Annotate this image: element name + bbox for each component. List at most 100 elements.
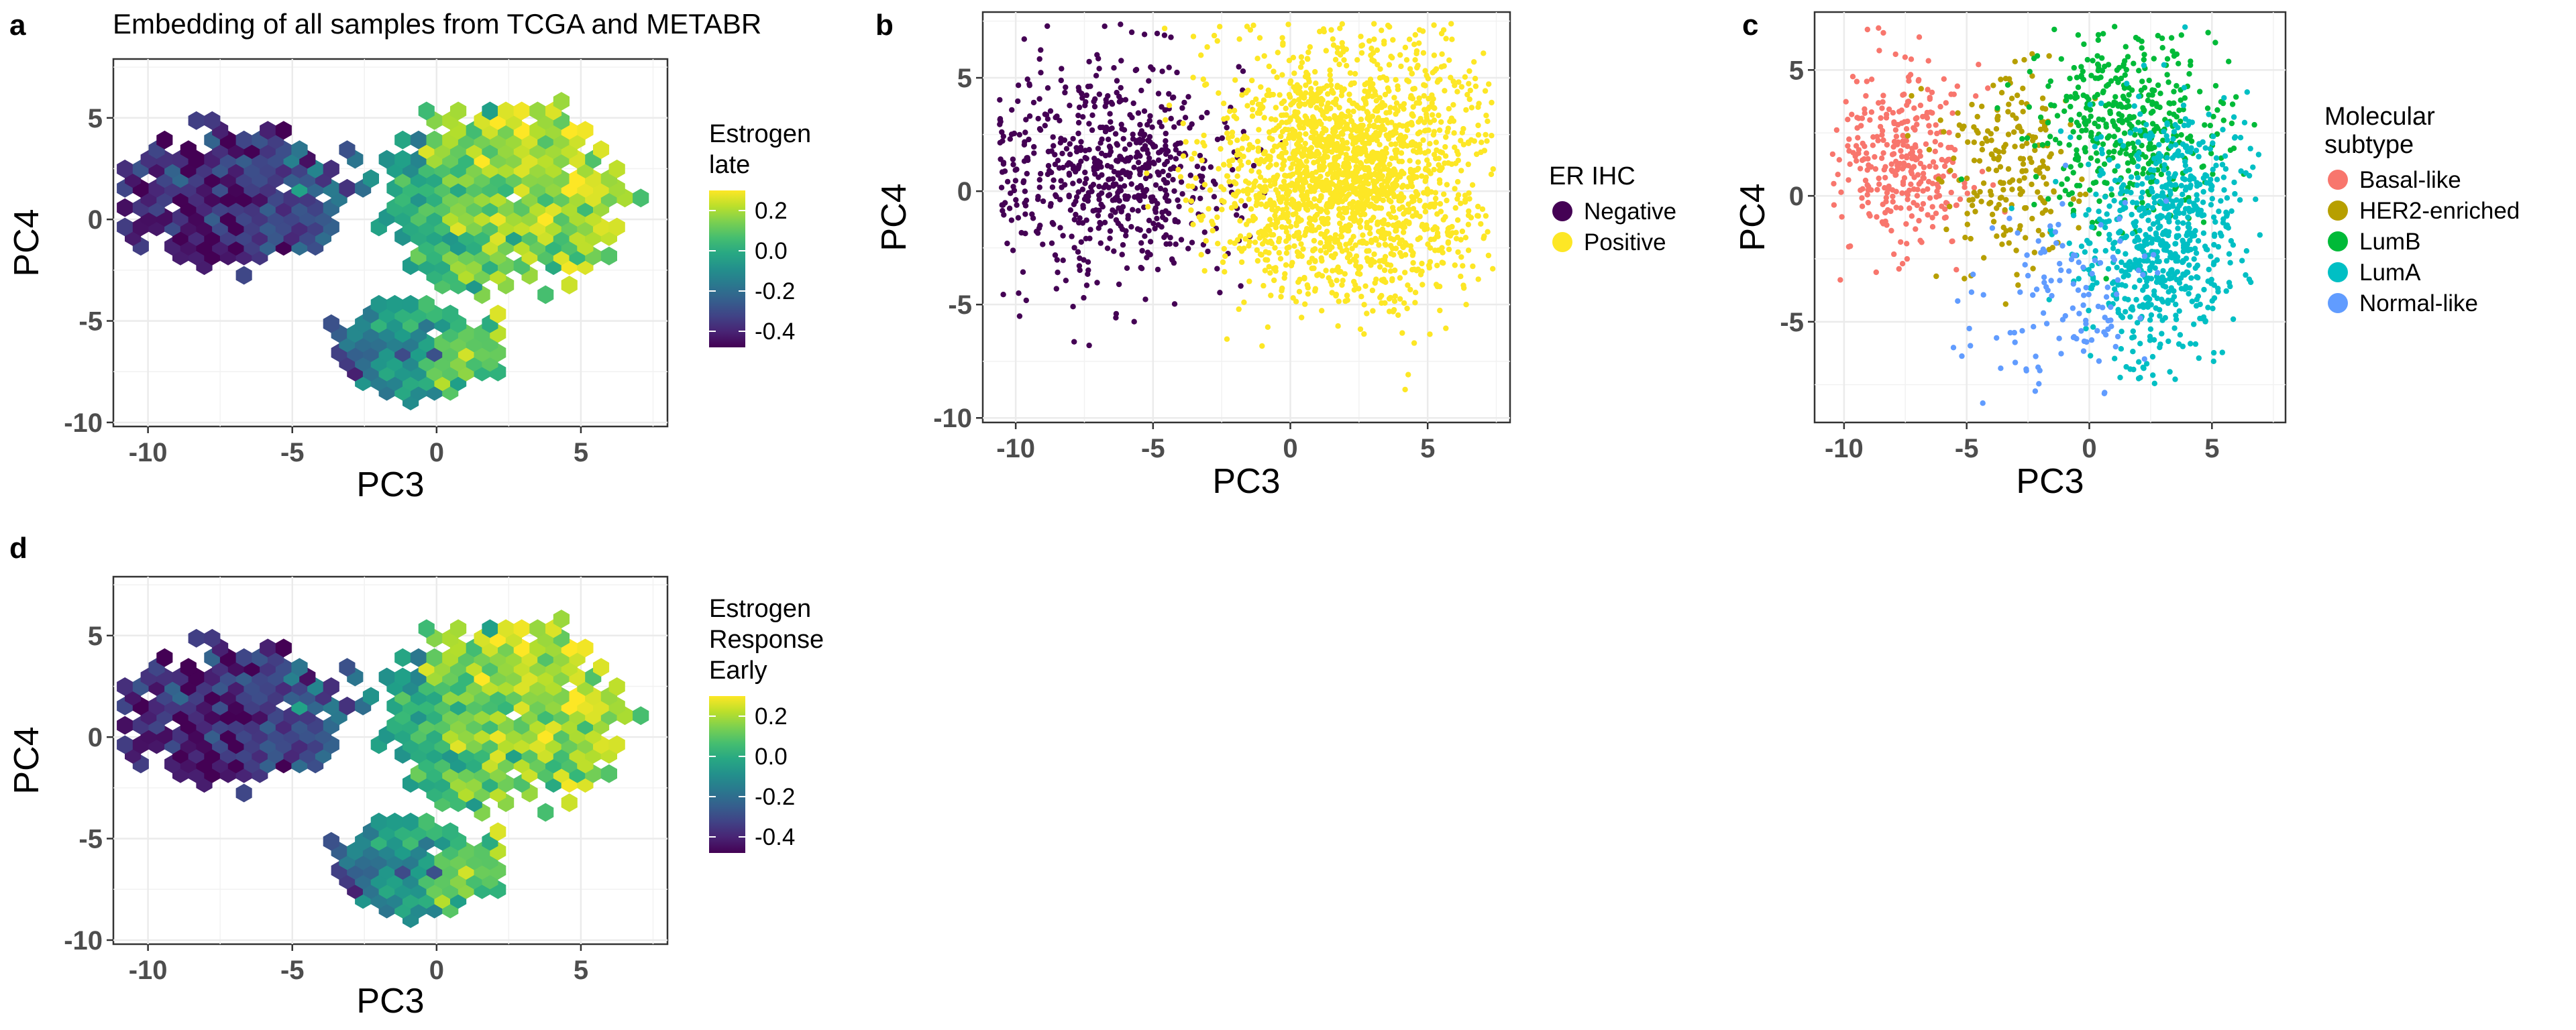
scatter-point — [1247, 27, 1254, 33]
scatter-point — [1055, 270, 1061, 276]
scatter-point — [1057, 139, 1064, 146]
scatter-point — [2095, 62, 2102, 68]
scatter-point — [1249, 77, 1255, 84]
scatter-point — [1066, 172, 1073, 178]
scatter-point — [1067, 207, 1074, 213]
scatter-point — [1338, 233, 1345, 240]
colorbar-tick-label: 0.0 — [755, 238, 788, 264]
scatter-point — [1888, 208, 1894, 215]
scatter-point — [1079, 220, 1086, 226]
scatter-point — [1968, 289, 1975, 295]
scatter-point — [1419, 282, 1426, 288]
scatter-point — [1167, 154, 1174, 160]
scatter-point — [1369, 287, 1376, 294]
hexbin-cell — [235, 266, 252, 285]
scatter-point — [1859, 195, 1865, 201]
scatter-point — [1934, 188, 1940, 194]
scatter-point — [2231, 114, 2237, 120]
scatter-point — [1465, 139, 1471, 146]
scatter-point — [2022, 205, 2028, 211]
scatter-point — [2213, 162, 2219, 168]
scatter-point — [1358, 294, 1364, 300]
scatter-point — [1141, 131, 1148, 137]
scatter-point — [1974, 113, 1980, 120]
scatter-point — [2244, 89, 2250, 95]
scatter-point — [1891, 120, 1897, 127]
scatter-point — [2078, 328, 2084, 334]
scatter-point — [1256, 127, 1262, 133]
scatter-point — [2000, 149, 2006, 155]
scatter-point — [2087, 187, 2093, 193]
scatter-point — [2181, 122, 2188, 129]
scatter-point — [2208, 186, 2214, 193]
scatter-point — [999, 169, 1006, 175]
scatter-point — [1283, 186, 1289, 192]
scatter-point — [1937, 142, 1943, 148]
scatter-point — [2209, 298, 2215, 304]
scatter-point — [1096, 183, 1102, 190]
scatter-point — [1378, 174, 1384, 180]
scatter-point — [2146, 77, 2152, 84]
scatter-point — [1465, 221, 1472, 227]
scatter-point — [2247, 146, 2253, 152]
scatter-point — [1314, 150, 1320, 156]
scatter-point — [2143, 154, 2149, 160]
scatter-point — [1989, 211, 1996, 217]
scatter-point — [1900, 179, 1907, 185]
scatter-point — [1131, 319, 1137, 325]
scatter-point — [2136, 150, 2142, 156]
scatter-point — [2135, 163, 2141, 170]
scatter-point — [1271, 200, 1277, 206]
scatter-point — [1483, 213, 1489, 219]
scatter-point — [2207, 146, 2213, 152]
scatter-point — [1254, 258, 1261, 264]
scatter-point — [2105, 318, 2111, 324]
scatter-point — [1954, 83, 1960, 89]
scatter-point — [2131, 222, 2138, 229]
scatter-point — [1339, 137, 1345, 144]
scatter-point — [2136, 93, 2142, 99]
scatter-point — [1096, 66, 1102, 72]
scatter-point — [1334, 174, 1340, 180]
scatter-point — [1410, 86, 1416, 92]
hexbin-cell — [600, 246, 617, 266]
scatter-point — [1454, 89, 1460, 95]
scatter-point — [2155, 235, 2161, 241]
scatter-point — [1211, 32, 1218, 39]
scatter-point — [2189, 207, 2196, 214]
scatter-point — [1059, 150, 1065, 157]
scatter-point — [1385, 175, 1391, 181]
scatter-point — [1236, 306, 1242, 312]
scatter-point — [1071, 245, 1077, 251]
scatter-point — [1333, 292, 1339, 299]
scatter-point — [2048, 278, 2054, 284]
scatter-point — [2047, 223, 2053, 229]
scatter-point — [1885, 186, 1891, 192]
scatter-point — [1254, 195, 1260, 201]
scatter-point — [2163, 184, 2169, 190]
scatter-point — [1393, 125, 1399, 131]
scatter-point — [1859, 115, 1866, 121]
scatter-point — [1118, 58, 1124, 64]
scatter-point — [1382, 230, 1389, 236]
scatter-point — [1407, 286, 1413, 293]
scatter-point — [1392, 148, 1398, 154]
scatter-point — [1386, 197, 1392, 203]
scatter-point — [1391, 306, 1397, 313]
scatter-point — [1261, 115, 1267, 121]
scatter-point — [2117, 207, 2123, 214]
scatter-point — [1316, 86, 1322, 92]
scatter-point — [2112, 168, 2118, 174]
scatter-point — [1390, 222, 1397, 229]
scatter-point — [1289, 260, 1295, 266]
scatter-point — [1937, 103, 1943, 110]
scatter-point — [1110, 176, 1116, 182]
scatter-point — [1234, 212, 1240, 218]
scatter-point — [1073, 194, 1080, 200]
scatter-point — [1459, 228, 1466, 235]
scatter-point — [1439, 51, 1445, 57]
scatter-point — [2178, 286, 2185, 292]
scatter-point — [2017, 178, 2023, 184]
scatter-point — [1330, 268, 1336, 274]
scatter-point — [1253, 202, 1259, 209]
